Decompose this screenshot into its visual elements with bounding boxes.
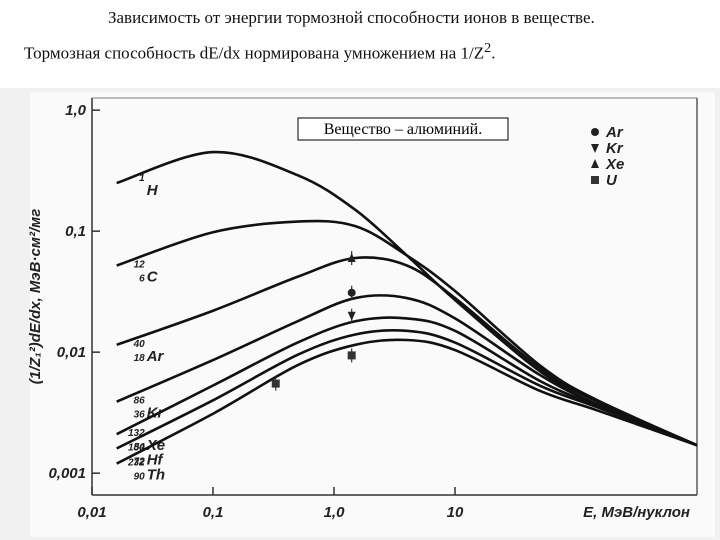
curve-charge: 6	[139, 274, 145, 285]
curve-name: H	[147, 182, 159, 199]
y-axis-label: (1/Z₁²)dE/dx, МэВ·см²/мг	[27, 209, 44, 384]
curve-charge: 36	[134, 410, 146, 421]
subtitle-text: Тормозная способность dE/dx нормирована …	[24, 43, 485, 63]
y-tick-label: 1,0	[65, 102, 87, 119]
legend-label: Ar	[605, 124, 624, 141]
title: Зависимость от энергии тормозной способн…	[108, 8, 595, 27]
scan-paper	[30, 92, 715, 537]
point	[347, 252, 356, 262]
legend-symbol	[591, 159, 599, 168]
curve-mass: 40	[133, 339, 146, 350]
y-tick-label: 0,01	[57, 344, 86, 361]
curve-mass: 180	[128, 442, 145, 453]
curve-charge: 72	[134, 456, 146, 467]
x-tick-label: 10	[447, 504, 464, 521]
curve-mass: 12	[134, 260, 146, 271]
curve-charge: 90	[134, 472, 146, 483]
subtitle: Тормозная способность dE/dx нормирована …	[24, 40, 495, 64]
y-tick-label: 0,1	[65, 223, 86, 240]
point	[347, 311, 356, 321]
curve-mass: 232	[127, 458, 145, 469]
x-tick-label: 1,0	[324, 504, 346, 521]
curve-mass: 1	[139, 173, 145, 184]
curve	[116, 338, 698, 465]
curve-mass: 132	[128, 428, 145, 439]
x-axis-label: E, МэВ/нуклон	[583, 504, 690, 521]
point	[347, 288, 356, 297]
curve	[116, 316, 698, 447]
x-tick-label: 0,1	[203, 504, 224, 521]
legend-symbol	[591, 128, 599, 136]
curve-mass: 86	[134, 396, 146, 407]
curve-name: Ar	[146, 348, 165, 365]
curve-name: C	[147, 269, 159, 286]
curve-charge: 54	[134, 442, 146, 453]
point	[271, 379, 280, 388]
curve	[116, 256, 698, 447]
curve-name: Th	[147, 467, 165, 484]
curve-charge: 18	[134, 353, 146, 364]
legend-symbol	[591, 144, 599, 153]
legend-symbol	[591, 176, 599, 184]
curve	[116, 328, 698, 450]
annotation: Вещество – алюминий.	[324, 121, 482, 138]
annotation-box	[297, 117, 509, 141]
legend-label: U	[606, 172, 618, 189]
subtitle-end: .	[491, 43, 496, 63]
subtitle-sup: 2	[484, 40, 492, 56]
y-tick-label: 0,001	[48, 465, 86, 482]
x-tick-label: 0,01	[77, 504, 106, 521]
curve-name: Hf	[147, 451, 165, 468]
point	[347, 351, 356, 360]
legend-label: Kr	[606, 140, 624, 157]
curve	[116, 294, 698, 447]
legend-label: Xe	[605, 156, 624, 173]
